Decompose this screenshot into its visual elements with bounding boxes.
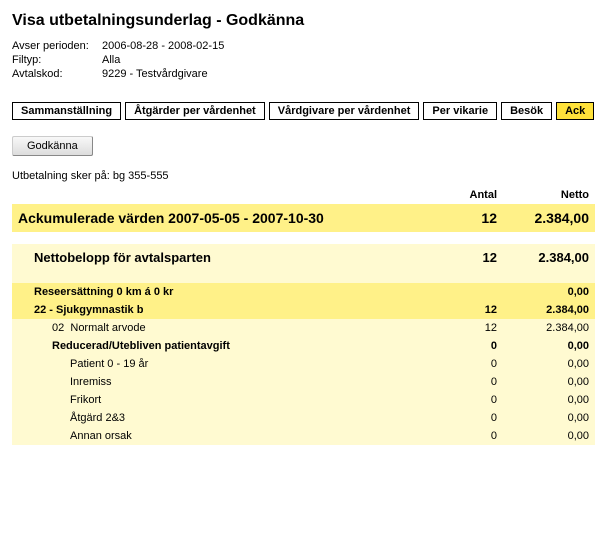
- cell-netto: 0,00: [503, 391, 595, 409]
- avtalskod-label: Avtalskod:: [12, 68, 102, 80]
- payment-note: Utbetalning sker på: bg 355-555: [12, 170, 595, 182]
- row-nettobelopp: Nettobelopp för avtalsparten 12 2.384,00: [12, 244, 595, 271]
- cell-netto: 0,00: [503, 427, 595, 445]
- cell-antal: 12: [431, 301, 503, 319]
- row-normalt-arvode: 02 Normalt arvode 12 2.384,00: [12, 319, 595, 337]
- row-reseersattning: Reseersättning 0 km á 0 kr 0,00: [12, 283, 595, 301]
- row-atgard-23: Åtgärd 2&3 0 0,00: [12, 409, 595, 427]
- cell-antal: 0: [431, 391, 503, 409]
- cell-netto: 2.384,00: [503, 319, 595, 337]
- row-inremiss: Inremiss 0 0,00: [12, 373, 595, 391]
- cell-netto: 0,00: [503, 373, 595, 391]
- col-antal: Antal: [431, 186, 503, 204]
- approve-button[interactable]: Godkänna: [12, 136, 93, 156]
- row-patient-0-19: Patient 0 - 19 år 0 0,00: [12, 355, 595, 373]
- cell-label: 22 - Sjukgymnastik b: [12, 301, 431, 319]
- avtalskod-value: 9229 - Testvårdgivare: [102, 68, 208, 80]
- cell-antal: [431, 283, 503, 301]
- tab-vikarie[interactable]: Per vikarie: [423, 102, 497, 120]
- cell-label: Frikort: [12, 391, 431, 409]
- row-reducerad: Reducerad/Utebliven patientavgift 0 0,00: [12, 337, 595, 355]
- cell-antal: 12: [431, 319, 503, 337]
- cell-label: Nettobelopp för avtalsparten: [12, 244, 431, 271]
- cell-antal: 0: [431, 373, 503, 391]
- cell-netto: 2.384,00: [503, 244, 595, 271]
- tab-sammanstallning[interactable]: Sammanställning: [12, 102, 121, 120]
- cell-antal: 0: [431, 337, 503, 355]
- cell-netto: 0,00: [503, 409, 595, 427]
- period-label: Avser perioden:: [12, 40, 102, 52]
- row-annan-orsak: Annan orsak 0 0,00: [12, 427, 595, 445]
- cell-netto: 2.384,00: [503, 301, 595, 319]
- tab-besok[interactable]: Besök: [501, 102, 552, 120]
- period-value: 2006-08-28 - 2008-02-15: [102, 40, 224, 52]
- cell-antal: 12: [431, 244, 503, 271]
- row-sjukgymnastik: 22 - Sjukgymnastik b 12 2.384,00: [12, 301, 595, 319]
- row-frikort: Frikort 0 0,00: [12, 391, 595, 409]
- cell-netto: 0,00: [503, 283, 595, 301]
- cell-netto: 2.384,00: [503, 204, 595, 232]
- cell-antal: 0: [431, 427, 503, 445]
- cell-label: Annan orsak: [12, 427, 431, 445]
- cell-netto: 0,00: [503, 355, 595, 373]
- cell-antal: 12: [431, 204, 503, 232]
- page-title: Visa utbetalningsunderlag - Godkänna: [12, 12, 595, 30]
- tab-atgarder[interactable]: Åtgärder per vårdenhet: [125, 102, 265, 120]
- cell-label: Åtgärd 2&3: [12, 409, 431, 427]
- filtyp-value: Alla: [102, 54, 120, 66]
- cell-label: Inremiss: [12, 373, 431, 391]
- row-ackumulerade: Ackumulerade värden 2007-05-05 - 2007-10…: [12, 204, 595, 232]
- cell-label: Patient 0 - 19 år: [12, 355, 431, 373]
- cell-label: Reseersättning 0 km á 0 kr: [12, 283, 431, 301]
- tab-ack[interactable]: Ack: [556, 102, 594, 120]
- cell-netto: 0,00: [503, 337, 595, 355]
- tab-bar: Sammanställning Åtgärder per vårdenhet V…: [12, 102, 595, 120]
- cell-label: Ackumulerade värden 2007-05-05 - 2007-10…: [12, 204, 431, 232]
- tab-vardgivare[interactable]: Vårdgivare per vårdenhet: [269, 102, 420, 120]
- cell-antal: 0: [431, 409, 503, 427]
- cell-antal: 0: [431, 355, 503, 373]
- cell-label: Reducerad/Utebliven patientavgift: [12, 337, 431, 355]
- cell-label: 02 Normalt arvode: [12, 319, 431, 337]
- col-netto: Netto: [503, 186, 595, 204]
- filtyp-label: Filtyp:: [12, 54, 102, 66]
- summary-table: Antal Netto Ackumulerade värden 2007-05-…: [12, 186, 595, 445]
